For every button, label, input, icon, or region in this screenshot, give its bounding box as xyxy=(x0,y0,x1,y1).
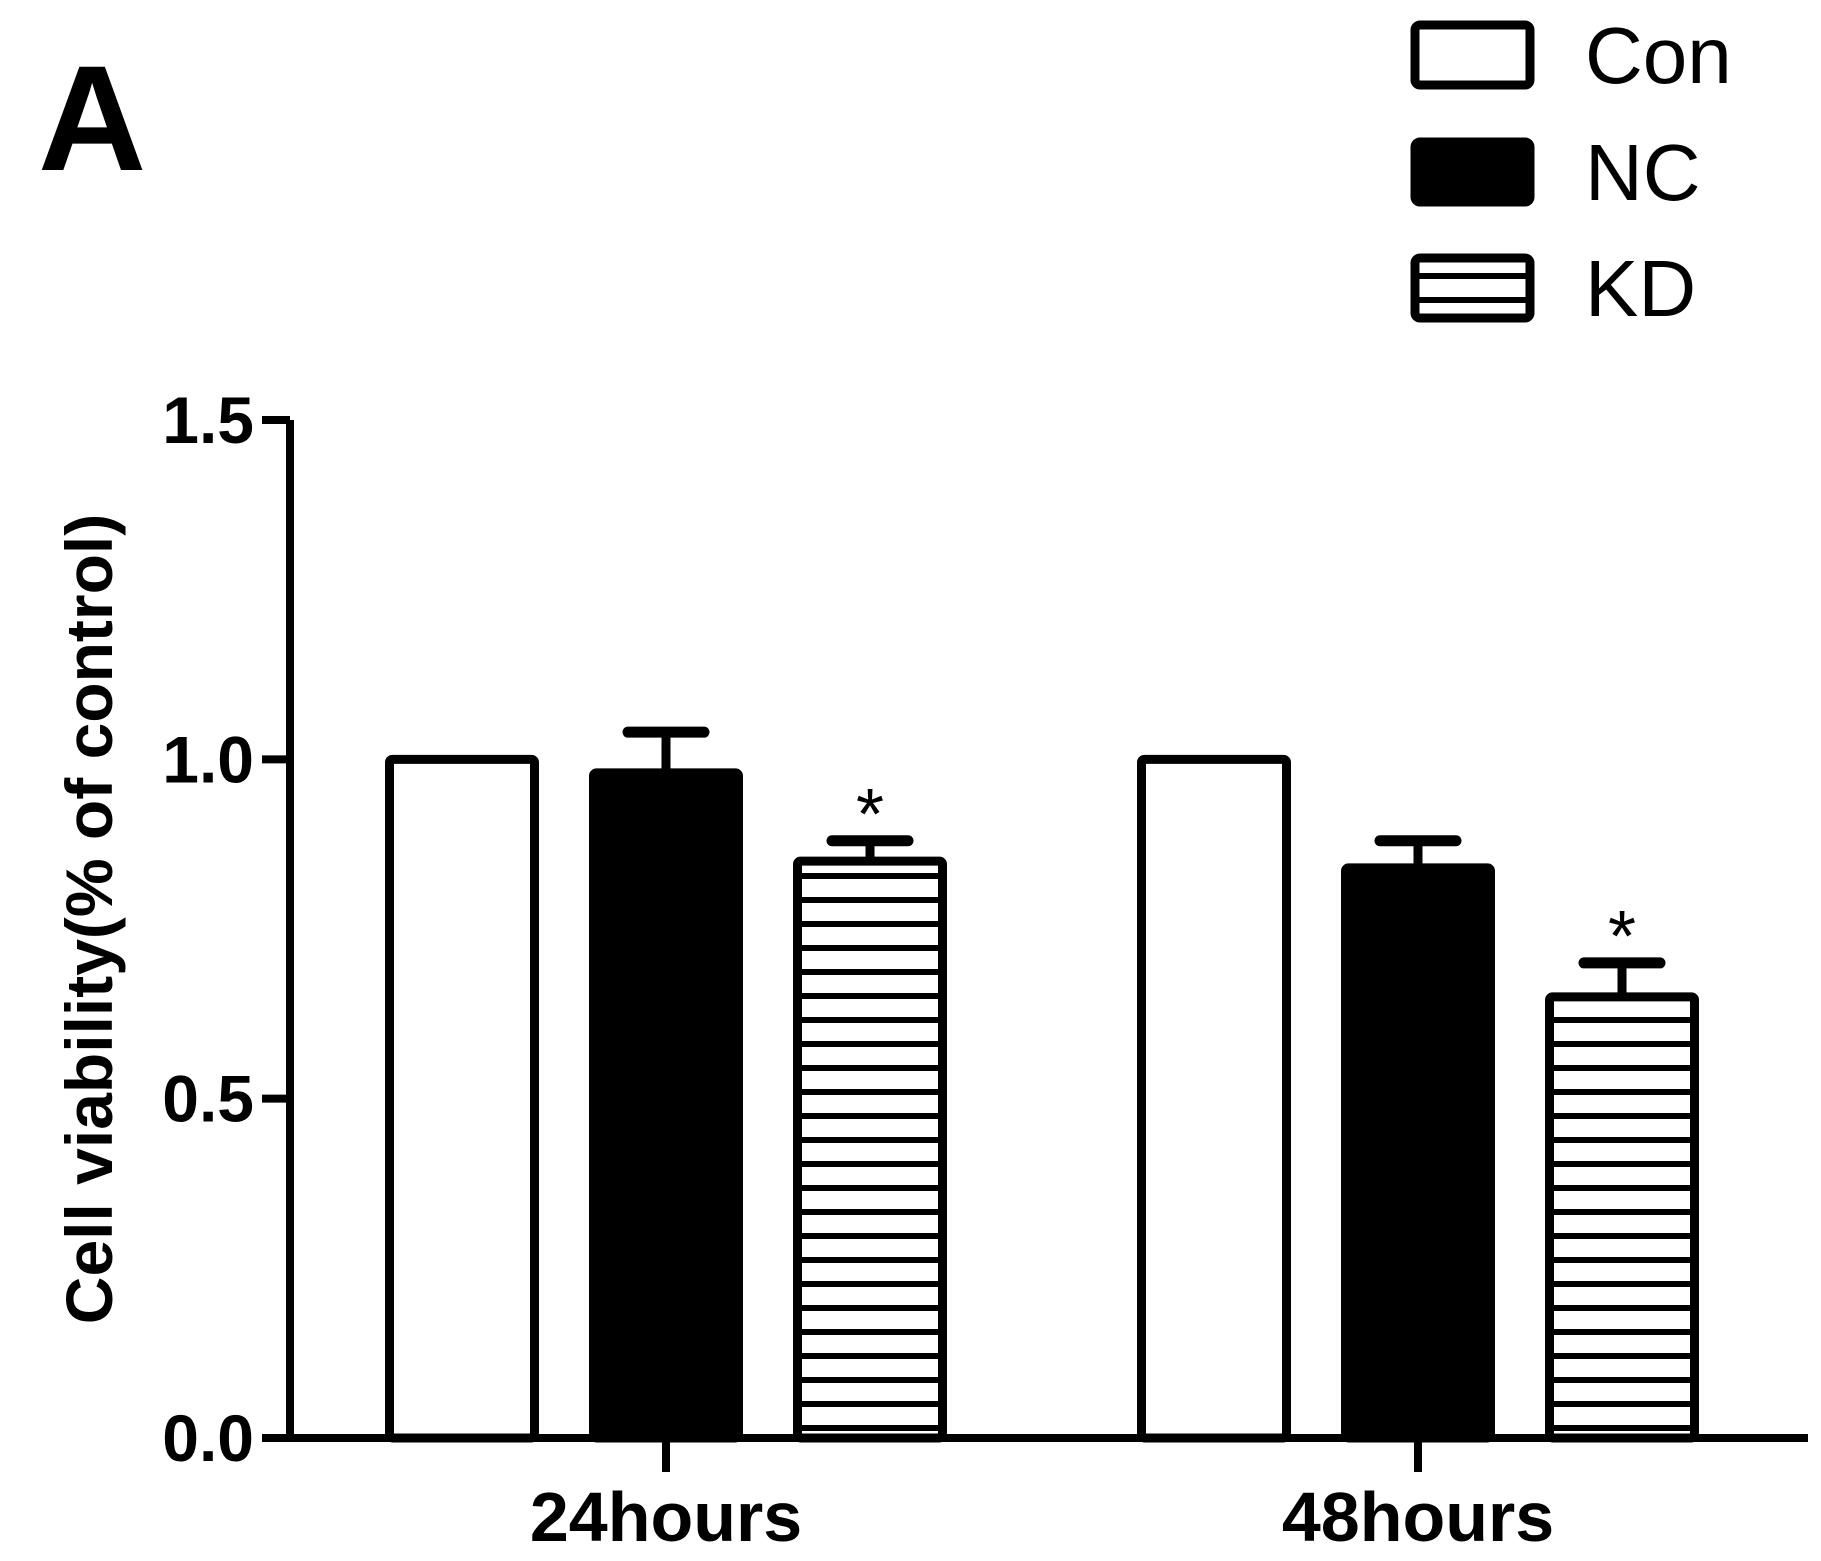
bar-kd-24hours xyxy=(793,856,947,1443)
legend: Con NC KD xyxy=(1410,11,1732,333)
significance-marker: * xyxy=(856,775,884,855)
y-tick-label: 1.5 xyxy=(162,383,254,457)
y-tick-label: 0.0 xyxy=(162,1401,254,1475)
bar-con-48hours xyxy=(1137,754,1291,1443)
y-tick-label: 0.5 xyxy=(162,1062,254,1136)
legend-swatch-nc xyxy=(1410,137,1535,207)
bar-kd-48hours xyxy=(1545,992,1699,1443)
panel-label: A xyxy=(38,34,146,202)
bar-nc-48hours xyxy=(1341,863,1495,1443)
legend-label-kd: KD xyxy=(1585,244,1696,333)
legend-swatch-kd xyxy=(1410,253,1535,323)
chart-labels: 0.0 0.5 1.0 1.5 Cell viability(% of control)… xyxy=(52,383,1636,1556)
x-tick-label: 24hours xyxy=(530,1478,802,1556)
y-tick-label: 1.0 xyxy=(162,722,254,796)
bar-con-24hours xyxy=(385,754,539,1443)
legend-swatch-con xyxy=(1410,20,1535,90)
x-tick-label: 48hours xyxy=(1282,1478,1554,1556)
legend-label-nc: NC xyxy=(1585,128,1701,217)
bar-nc-24hours xyxy=(589,768,743,1443)
legend-label-con: Con xyxy=(1585,11,1732,100)
y-axis-title: Cell viability(% of control) xyxy=(52,514,126,1324)
chart-bars xyxy=(385,726,1699,1443)
significance-marker: * xyxy=(1608,897,1636,977)
